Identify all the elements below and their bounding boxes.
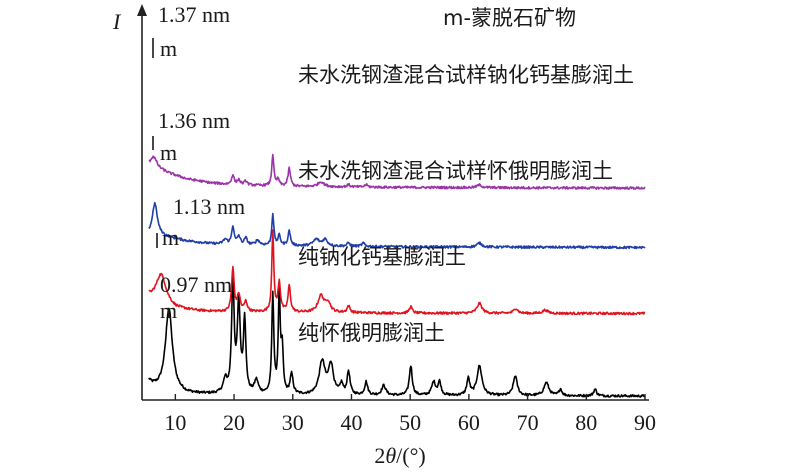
peak-marker-label: m	[160, 140, 177, 165]
series-name-label: 纯钠化钙基膨润土	[298, 245, 466, 269]
peak-marker-label: m	[160, 298, 177, 323]
d-spacing-label: 1.13 nm	[173, 194, 245, 219]
series-line	[148, 229, 646, 316]
series-line	[148, 153, 646, 190]
peak-marker-label: m	[160, 36, 177, 61]
x-tick-label: 30	[282, 410, 304, 435]
d-spacing-label: 1.36 nm	[158, 108, 230, 133]
series-layer	[148, 153, 646, 398]
x-tick-label: 60	[458, 410, 480, 435]
y-axis-label: I	[112, 9, 122, 34]
x-tick-label: 70	[517, 410, 539, 435]
y-axis-arrow	[137, 4, 147, 16]
x-ticks: 10 20 30 40 50 60 70 80 90	[164, 394, 656, 435]
d-spacing-label: 0.97 nm	[160, 272, 232, 297]
text-layer: I m-蒙脱石矿物 2θ/(°)	[112, 6, 576, 468]
x-tick-label: 20	[223, 410, 245, 435]
series-line	[148, 271, 646, 398]
legend-title: m-蒙脱石矿物	[443, 6, 576, 30]
x-tick-label: 90	[634, 410, 656, 435]
series-line	[148, 201, 646, 250]
series-name-label: 纯怀俄明膨润土	[298, 321, 445, 345]
x-tick-label: 80	[575, 410, 597, 435]
series-name-label: 未水洗钢渣混合试样怀俄明膨润土	[298, 159, 613, 183]
peak-marker-label: m	[162, 225, 179, 250]
x-tick-label: 40	[340, 410, 362, 435]
d-spacing-label: 1.37 nm	[158, 2, 230, 27]
x-axis-label: 2θ/(°)	[374, 443, 425, 468]
x-tick-label: 10	[164, 410, 186, 435]
axes-layer: 10 20 30 40 50 60 70 80 90	[137, 4, 656, 435]
series-name-label: 未水洗钢渣混合试样钠化钙基膨润土	[298, 63, 634, 87]
x-tick-label: 50	[399, 410, 421, 435]
